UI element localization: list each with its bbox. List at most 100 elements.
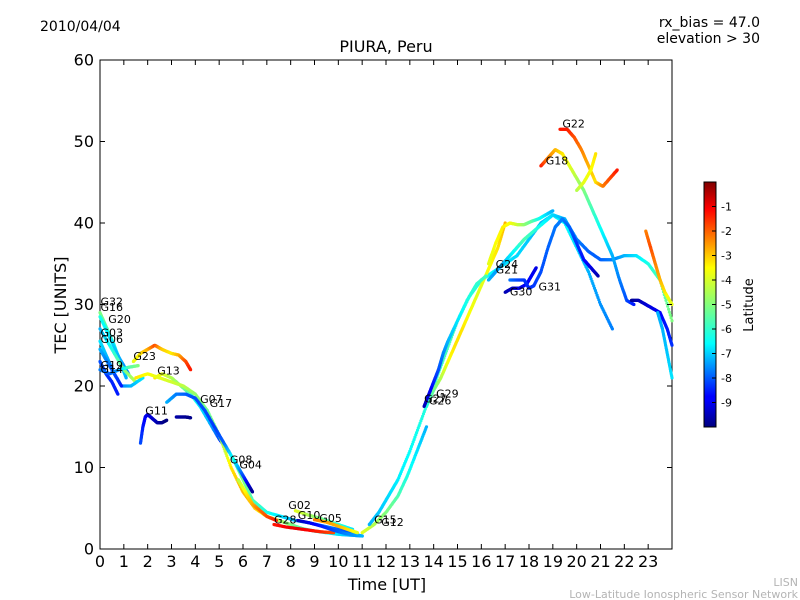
colorbar-tick-label: -4 bbox=[721, 274, 732, 287]
elevation-label: elevation > 30 bbox=[657, 31, 760, 47]
colorbar-tick-label: -1 bbox=[721, 201, 732, 214]
data-point bbox=[360, 534, 364, 538]
x-tick-label: 18 bbox=[519, 552, 539, 571]
x-tick-label: 7 bbox=[262, 552, 272, 571]
data-point bbox=[667, 307, 671, 311]
data-point bbox=[670, 376, 674, 380]
colorbar-title: Latitude bbox=[742, 278, 757, 332]
x-tick-label: 23 bbox=[638, 552, 658, 571]
series-g19 bbox=[98, 359, 120, 396]
data-point bbox=[666, 304, 670, 308]
sat-label-g04: G04 bbox=[239, 458, 262, 471]
x-tick-label: 0 bbox=[95, 552, 105, 571]
data-point bbox=[670, 319, 674, 323]
colorbar-tick-label: -3 bbox=[721, 250, 732, 263]
data-point bbox=[594, 152, 598, 156]
x-tick-label: 12 bbox=[376, 552, 396, 571]
data-point bbox=[424, 425, 429, 429]
data-point bbox=[484, 274, 488, 278]
sat-label-g16: G16 bbox=[101, 301, 124, 314]
data-layer bbox=[98, 127, 674, 538]
x-tick-label: 15 bbox=[447, 552, 467, 571]
colorbar-tick-label: -2 bbox=[721, 225, 732, 238]
sat-label-g22: G22 bbox=[562, 118, 585, 131]
x-tick-label: 21 bbox=[590, 552, 610, 571]
sat-label-g13: G13 bbox=[157, 365, 180, 378]
data-point bbox=[669, 316, 673, 320]
x-tick-label: 16 bbox=[471, 552, 491, 571]
x-tick-label: 17 bbox=[495, 552, 515, 571]
data-point bbox=[119, 384, 124, 388]
sat-label-g31: G31 bbox=[539, 281, 562, 294]
series-g11 bbox=[138, 412, 169, 445]
colorbar-tick-label: -7 bbox=[721, 348, 732, 361]
y-tick-label: 60 bbox=[74, 51, 94, 70]
chart-title: PIURA, Peru bbox=[339, 37, 432, 56]
y-tick-label: 40 bbox=[74, 214, 94, 233]
data-point bbox=[227, 461, 231, 465]
sat-label-g26: G26 bbox=[429, 395, 452, 408]
sat-label-g21: G21 bbox=[496, 264, 519, 277]
data-point bbox=[632, 302, 636, 307]
sat-label-g12: G12 bbox=[381, 516, 404, 529]
x-tick-label: 5 bbox=[214, 552, 224, 571]
sat-label-g10: G10 bbox=[298, 509, 321, 522]
data-point bbox=[189, 368, 193, 372]
data-point bbox=[124, 376, 128, 380]
series-g14 bbox=[98, 364, 140, 376]
sat-label-g14: G14 bbox=[101, 363, 124, 376]
x-tick-label: 11 bbox=[352, 552, 372, 571]
x-tick-label: 6 bbox=[238, 552, 248, 571]
series-g06 bbox=[98, 347, 124, 388]
data-point bbox=[355, 531, 359, 535]
x-tick-label: 1 bbox=[119, 552, 129, 571]
data-point bbox=[250, 490, 255, 494]
colorbar-tick-label: -9 bbox=[721, 397, 732, 410]
sat-label-g20: G20 bbox=[108, 313, 131, 326]
x-tick-label: 20 bbox=[566, 552, 586, 571]
x-tick-label: 10 bbox=[328, 552, 348, 571]
colorbar-tick-label: -5 bbox=[721, 299, 732, 312]
data-point bbox=[551, 209, 555, 213]
footer-network: Low-Latitude Ionospheric Sensor Network bbox=[569, 588, 798, 600]
colorbar-tick-label: -6 bbox=[721, 323, 732, 336]
series-g23 bbox=[131, 343, 193, 372]
sat-label-g11: G11 bbox=[145, 405, 168, 418]
sat-label-g17: G17 bbox=[210, 397, 233, 410]
y-tick-label: 20 bbox=[74, 377, 94, 396]
data-point bbox=[668, 313, 672, 317]
series-g08 bbox=[231, 457, 255, 494]
plot-area bbox=[99, 59, 673, 550]
y-tick-label: 0 bbox=[84, 540, 94, 559]
data-point bbox=[670, 343, 674, 347]
sat-label-g23: G23 bbox=[133, 350, 156, 363]
y-tick-label: 50 bbox=[74, 132, 94, 151]
data-point bbox=[610, 327, 615, 331]
series-g11b bbox=[174, 415, 193, 420]
data-point bbox=[165, 418, 169, 422]
data-point bbox=[116, 392, 120, 396]
x-tick-label: 3 bbox=[166, 552, 176, 571]
x-tick-label: 19 bbox=[543, 552, 563, 571]
data-point bbox=[189, 416, 193, 420]
sat-label-g18: G18 bbox=[546, 154, 569, 167]
rx-bias-label: rx_bias = 47.0 bbox=[659, 15, 760, 31]
x-tick-label: 22 bbox=[614, 552, 634, 571]
x-tick-label: 2 bbox=[143, 552, 153, 571]
sat-label-g28: G28 bbox=[274, 514, 297, 527]
date-label: 2010/04/04 bbox=[40, 19, 121, 35]
data-point bbox=[667, 310, 672, 314]
data-point bbox=[534, 266, 538, 270]
data-point bbox=[615, 168, 619, 172]
y-tick-label: 30 bbox=[74, 295, 94, 314]
sat-label-g06: G06 bbox=[101, 333, 124, 346]
sat-label-g05: G05 bbox=[319, 512, 342, 525]
x-tick-label: 13 bbox=[400, 552, 420, 571]
x-tick-label: 8 bbox=[286, 552, 296, 571]
data-point bbox=[136, 364, 140, 368]
x-tick-label: 9 bbox=[309, 552, 319, 571]
x-tick-label: 14 bbox=[423, 552, 443, 571]
sat-label-g30: G30 bbox=[510, 286, 533, 299]
x-axis-title: Time [UT] bbox=[347, 575, 426, 594]
